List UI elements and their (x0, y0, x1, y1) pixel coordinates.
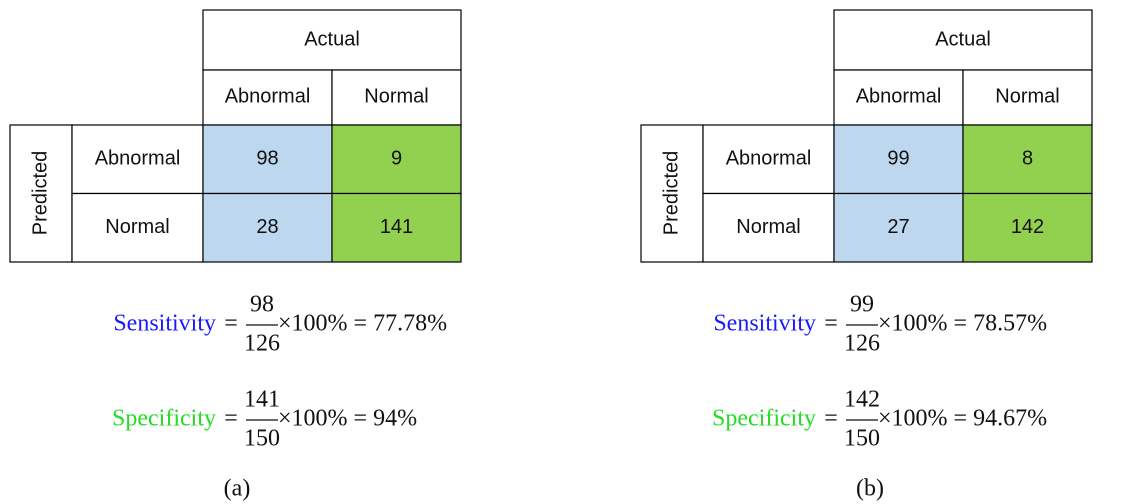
numerator: 99 (850, 292, 874, 318)
denominator: 150 (844, 426, 880, 452)
column-header (202, 69, 333, 126)
formula-rest: ×100% = 78.57% (878, 311, 1047, 337)
formula-label: Sensitivity (713, 311, 816, 337)
denominator: 126 (244, 331, 280, 357)
formula-rest: ×100% = 94.67% (878, 406, 1047, 432)
row-header (702, 124, 835, 195)
actual-header (202, 9, 462, 71)
actual-label: Actual (935, 28, 991, 50)
formula-equals: = (824, 311, 838, 337)
formula-rest: ×100% = 77.78% (278, 311, 447, 337)
cell-value: 99 (887, 147, 909, 169)
cell-value: 8 (1022, 147, 1033, 169)
column-label: Abnormal (225, 85, 311, 107)
formula-equals: = (824, 406, 838, 432)
caption: (b) (856, 476, 884, 502)
caption: (a) (224, 476, 251, 502)
row-header (71, 124, 204, 195)
cell-value: 28 (256, 216, 278, 238)
row-header (702, 192, 835, 263)
formula-label: Specificity (112, 406, 216, 432)
predicted-label: Predicted (660, 151, 682, 236)
predicted-header (9, 124, 73, 263)
row-header (71, 192, 204, 263)
column-label: Normal (995, 85, 1059, 107)
numerator: 141 (244, 387, 280, 413)
actual-label: Actual (304, 28, 360, 50)
matrix-cell (833, 124, 964, 195)
cell-value: 141 (380, 216, 413, 238)
predicted-header (640, 124, 704, 263)
cell-value: 9 (391, 147, 402, 169)
matrix-cell (962, 192, 1093, 263)
row-label: Normal (736, 216, 800, 238)
formula-label: Sensitivity (113, 311, 216, 337)
matrix-cell (331, 192, 462, 263)
row-label: Abnormal (726, 147, 812, 169)
formula-rest: ×100% = 94% (278, 406, 417, 432)
row-label: Normal (105, 216, 169, 238)
denominator: 126 (844, 331, 880, 357)
formula-equals: = (224, 311, 238, 337)
numerator: 98 (250, 292, 274, 318)
predicted-label: Predicted (29, 151, 51, 236)
column-header (331, 69, 462, 126)
actual-header (833, 9, 1093, 71)
cell-value: 27 (887, 216, 909, 238)
cell-value: 142 (1011, 216, 1044, 238)
column-header (962, 69, 1093, 126)
formula-equals: = (224, 406, 238, 432)
denominator: 150 (244, 426, 280, 452)
formula-label: Specificity (712, 406, 816, 432)
column-label: Abnormal (856, 85, 942, 107)
matrix-cell (202, 124, 333, 195)
matrix-cell (962, 124, 1093, 195)
numerator: 142 (844, 387, 880, 413)
matrix-cell (202, 192, 333, 263)
column-label: Normal (364, 85, 428, 107)
cell-value: 98 (256, 147, 278, 169)
row-label: Abnormal (95, 147, 181, 169)
column-header (833, 69, 964, 126)
